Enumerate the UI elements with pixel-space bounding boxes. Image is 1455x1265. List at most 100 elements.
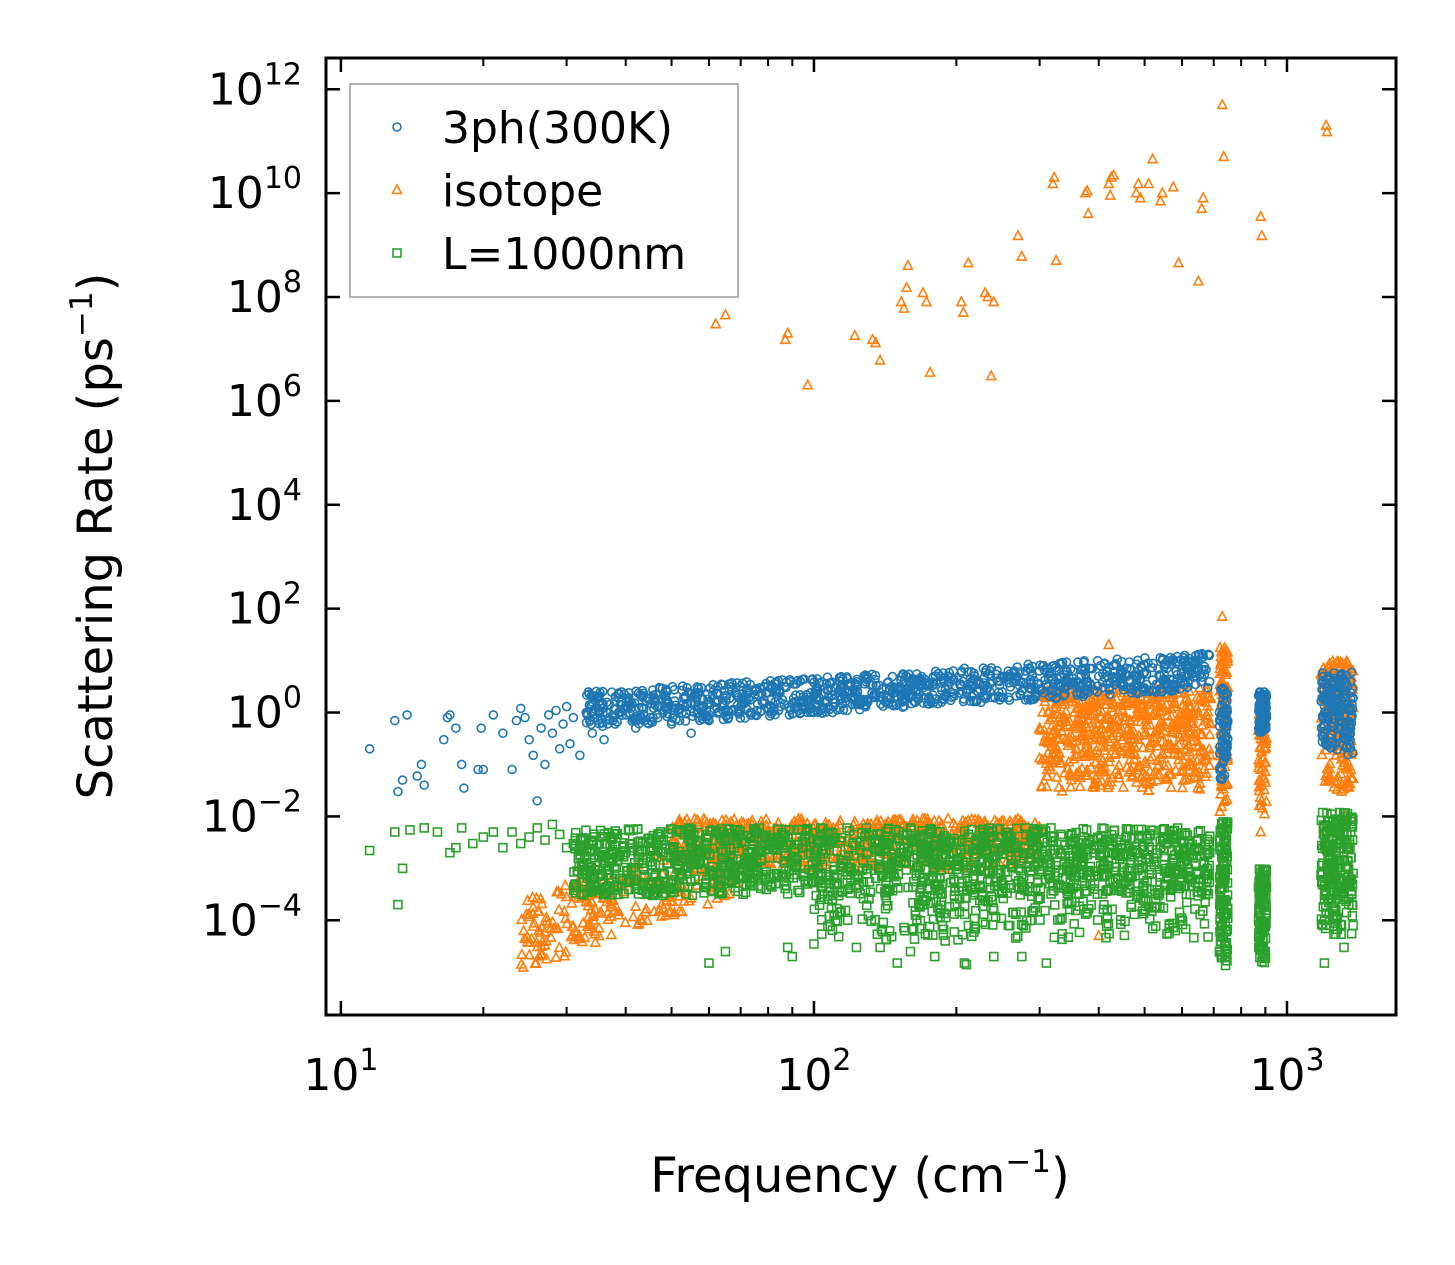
data-point-triangle: [634, 912, 647, 924]
data-point-circle: [633, 714, 643, 725]
data-point-square: [1077, 876, 1087, 886]
data-point-square: [1144, 842, 1154, 853]
data-point-square: [682, 869, 693, 879]
data-point-square: [997, 888, 1008, 899]
data-point-circle: [1176, 673, 1187, 684]
data-point-triangle: [1057, 720, 1070, 732]
data-point-square: [577, 876, 588, 887]
data-point-circle: [1044, 691, 1055, 702]
data-point-triangle: [1347, 771, 1359, 783]
data-point-circle: [1218, 707, 1229, 717]
data-point-circle: [753, 690, 763, 700]
data-point-circle: [1329, 704, 1340, 715]
data-point-triangle: [701, 897, 714, 909]
data-point-circle: [822, 702, 833, 713]
data-point-triangle: [549, 921, 562, 933]
data-point-circle: [1153, 680, 1164, 691]
data-point-square: [857, 865, 868, 876]
data-point-circle: [1011, 691, 1021, 701]
data-point-triangle: [1144, 741, 1156, 753]
data-point-circle: [438, 734, 449, 745]
data-point-triangle: [1163, 767, 1175, 779]
data-point-circle: [633, 688, 644, 698]
data-point-circle: [1168, 685, 1179, 696]
data-point-square: [1075, 848, 1086, 858]
data-point-square: [927, 858, 938, 868]
data-point-circle: [620, 710, 631, 720]
data-point-triangle: [1132, 733, 1144, 745]
data-point-triangle: [1156, 186, 1169, 198]
data-point-square: [1081, 838, 1091, 849]
data-point-triangle: [1340, 762, 1353, 774]
data-point-triangle: [985, 369, 998, 381]
data-point-triangle: [585, 903, 598, 915]
data-point-triangle: [532, 904, 544, 916]
data-point-triangle: [1082, 207, 1095, 219]
data-point-square: [911, 862, 922, 873]
data-point-circle: [1118, 685, 1129, 695]
data-point-circle: [478, 764, 489, 775]
data-point-triangle: [949, 819, 962, 831]
data-point-circle: [575, 750, 585, 761]
data-point-square: [1127, 846, 1137, 857]
data-point-square: [788, 872, 799, 883]
data-point-circle: [532, 795, 543, 806]
data-point-triangle: [1145, 692, 1158, 704]
data-point-square: [713, 879, 724, 889]
data-point-triangle: [1162, 759, 1174, 771]
data-point-triangle: [1077, 704, 1090, 716]
data-point-circle: [1343, 703, 1354, 714]
data-point-triangle: [1254, 762, 1267, 774]
data-point-circle: [1108, 667, 1119, 677]
data-point-square: [1006, 862, 1017, 873]
data-point-circle: [1116, 670, 1127, 680]
data-point-circle: [488, 710, 499, 720]
data-point-triangle: [1096, 705, 1108, 717]
data-point-triangle: [1048, 170, 1061, 182]
data-point-circle: [547, 728, 558, 738]
data-point-square: [765, 880, 776, 890]
data-point-circle: [812, 707, 823, 718]
data-point-triangle: [1084, 733, 1097, 745]
data-point-circle: [412, 771, 423, 781]
data-point-triangle: [551, 922, 564, 934]
data-point-triangle: [987, 295, 1000, 307]
data-point-square: [770, 878, 781, 889]
data-point-circle: [1335, 674, 1346, 684]
data-point-square: [990, 880, 1000, 891]
data-point-triangle: [1064, 780, 1077, 792]
data-point-circle: [938, 668, 949, 678]
data-point-square: [1142, 876, 1152, 886]
data-point-circle: [1190, 650, 1201, 661]
data-point-circle: [1147, 662, 1158, 673]
data-point-circle: [1127, 688, 1137, 698]
data-point-circle: [1336, 694, 1346, 705]
data-point-circle: [788, 708, 799, 719]
data-point-square: [637, 837, 648, 847]
data-point-triangle: [1140, 775, 1152, 787]
data-point-square: [1116, 835, 1126, 845]
data-point-square: [1046, 889, 1056, 899]
data-point-triangle: [1128, 740, 1141, 752]
data-point-circle: [520, 712, 530, 723]
data-point-square: [612, 856, 623, 867]
data-point-triangle: [522, 910, 535, 922]
data-point-circle: [936, 697, 947, 707]
data-point-circle: [867, 669, 877, 680]
data-point-triangle: [1076, 713, 1089, 725]
data-point-triangle: [536, 935, 549, 947]
data-point-circle: [551, 705, 561, 716]
data-point-square: [718, 836, 729, 847]
data-point-circle: [923, 681, 933, 691]
data-point-triangle: [942, 812, 954, 824]
data-point-circle: [896, 675, 906, 686]
data-point-circle: [1203, 649, 1214, 660]
data-point-square: [687, 890, 698, 900]
data-point-square: [850, 840, 860, 851]
data-point-triangle: [869, 336, 882, 348]
data-point-square: [878, 840, 888, 851]
data-point-triangle: [1204, 691, 1217, 703]
data-point-triangle: [1103, 778, 1115, 790]
data-point-square: [1096, 848, 1106, 858]
